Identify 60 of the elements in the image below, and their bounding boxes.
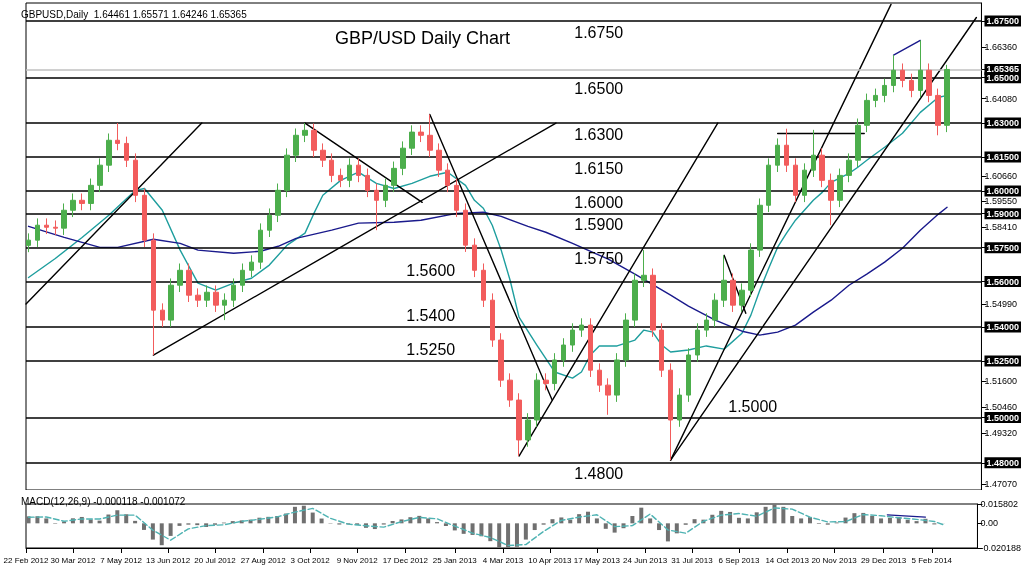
x-tick-label: 17 Dec 2012 [382,555,429,565]
y-tick-label: 1.66360 [984,41,1018,52]
y-tick-label: -0.020188 [980,543,1022,553]
ref-line-label: 1.6300 [574,125,624,143]
y-tick-label: 1.54000 [986,321,1020,332]
y-tick-label: 1.50000 [986,412,1020,423]
ref-line-label: 1.5250 [406,341,456,359]
chart-title: MACD(12,26,9) -0.000118 -0.001072 [21,495,186,507]
ref-line-label: 1.6150 [574,159,624,177]
y-tick-label: 1.65365 [986,64,1020,75]
x-tick-label: 31 Jul 2013 [671,555,714,565]
y-tick-label: 0.015802 [980,499,1019,509]
y-tick-label: 1.51600 [984,376,1018,387]
text: GBPUSD,Daily 1.64461 1.65571 1.64246 1.65365 [21,8,248,20]
ref-line-label: 1.6500 [574,80,624,98]
x-tick-label: 20 Nov 2013 [811,555,858,565]
y-tick-label: 1.60000 [986,186,1020,196]
y-tick-label: 0.00 [980,518,998,529]
x-tick-label: 7 May 2012 [100,555,143,565]
x-tick-label: 4 Mar 2013 [482,555,524,565]
ref-line-label: 1.6000 [574,193,624,211]
y-tick-label: 1.50460 [984,402,1018,413]
ref-line-label: 1.6750 [574,23,624,41]
x-tick-label: 30 Mar 2012 [50,555,96,565]
x-tick-label: 6 Sep 2013 [718,555,760,565]
y-tick-label: 1.47070 [984,478,1018,489]
y-tick-label: 1.58410 [984,222,1018,233]
x-tick-label: 17 May 2013 [573,555,621,565]
y-tick-label: 1.49320 [984,427,1018,438]
y-tick-label: 1.57500 [986,242,1020,253]
y-tick-label: 1.67500 [986,16,1020,27]
y-tick-label: 1.65000 [986,72,1020,83]
x-tick-label: 24 Jun 2013 [623,555,668,565]
x-tick-label: 13 Jun 2012 [146,555,191,565]
x-tick-label: 29 Dec 2013 [860,555,907,565]
x-tick-label: 22 Feb 2012 [3,555,50,565]
x-tick-label: 14 Oct 2013 [765,555,810,565]
y-tick-label: 1.48000 [986,457,1020,468]
ref-line-label: 1.5600 [406,262,456,280]
y-tick-label: 1.54990 [984,299,1018,310]
y-tick-label: 1.59000 [986,208,1020,219]
ref-line-label: 1.5000 [728,398,778,416]
x-tick-label: 5 Feb 2014 [911,555,953,565]
y-tick-label: 1.60660 [984,171,1018,182]
x-tick-label: 20 Jul 2012 [194,555,237,565]
x-tick-label: 25 Jan 2013 [432,555,478,565]
y-tick-label: 1.61500 [986,152,1020,163]
ref-line-label: 1.5900 [574,216,624,234]
y-tick-label: 1.64080 [984,93,1018,104]
text: GBP/USD Daily Chart [335,28,511,48]
x-tick-label: 3 Oct 2012 [290,555,331,565]
y-tick-label: 1.59550 [984,196,1018,207]
y-tick-label: 1.56000 [986,276,1020,287]
x-tick-label: 10 Apr 2013 [528,555,573,565]
ref-line-label: 1.5400 [406,307,456,325]
y-tick-label: 1.52500 [986,355,1020,366]
x-tick-label: 9 Nov 2012 [336,555,379,565]
ref-line-label: 1.4800 [574,465,624,483]
y-tick-label: 1.63000 [986,118,1020,129]
x-tick-label: 27 Aug 2012 [240,555,287,565]
